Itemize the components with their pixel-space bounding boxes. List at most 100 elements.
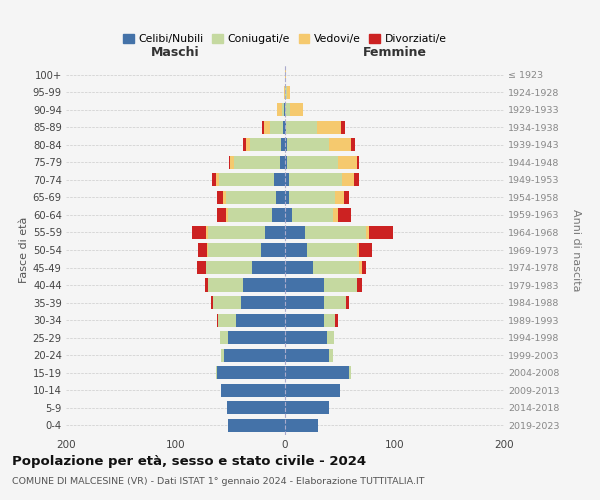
Bar — [285, 384, 340, 397]
Bar — [230, 156, 233, 169]
Bar — [285, 86, 287, 99]
Bar — [218, 314, 236, 326]
Bar — [284, 103, 285, 117]
Bar — [284, 86, 285, 99]
Bar — [265, 226, 285, 239]
Bar — [307, 244, 357, 256]
Bar — [212, 174, 216, 186]
Bar — [357, 278, 362, 291]
Bar — [217, 366, 285, 380]
Bar — [285, 208, 292, 222]
Bar — [223, 191, 226, 204]
Bar — [208, 278, 244, 291]
Bar — [287, 156, 338, 169]
Y-axis label: Anni di nascita: Anni di nascita — [571, 209, 581, 291]
Bar — [317, 120, 341, 134]
Bar — [326, 331, 334, 344]
Bar — [206, 261, 252, 274]
Bar — [276, 191, 285, 204]
Bar — [344, 191, 349, 204]
Bar — [290, 103, 302, 117]
Bar — [325, 314, 335, 326]
Bar — [226, 191, 276, 204]
Bar — [333, 208, 338, 222]
Text: Femmine: Femmine — [362, 46, 427, 59]
Bar — [217, 314, 218, 326]
Bar — [206, 226, 208, 239]
Bar — [357, 156, 359, 169]
Bar — [250, 138, 281, 151]
Bar — [292, 208, 333, 222]
Bar — [325, 296, 346, 309]
Bar — [325, 278, 357, 291]
Bar — [228, 419, 285, 432]
Bar — [285, 103, 290, 117]
Text: COMUNE DI MALCESINE (VR) - Dati ISTAT 1° gennaio 2024 - Elaborazione TUTTITALIA.: COMUNE DI MALCESINE (VR) - Dati ISTAT 1°… — [12, 478, 425, 486]
Bar — [285, 244, 307, 256]
Bar — [280, 156, 285, 169]
Bar — [252, 261, 285, 274]
Bar — [329, 138, 350, 151]
Bar — [285, 156, 287, 169]
Bar — [264, 120, 269, 134]
Bar — [341, 120, 345, 134]
Bar — [217, 191, 223, 204]
Bar — [366, 226, 370, 239]
Bar — [285, 191, 289, 204]
Bar — [205, 278, 208, 291]
Bar — [216, 174, 220, 186]
Bar — [329, 348, 333, 362]
Bar — [229, 156, 230, 169]
Bar — [262, 120, 264, 134]
Bar — [207, 244, 208, 256]
Bar — [305, 226, 366, 239]
Bar — [236, 314, 285, 326]
Bar — [285, 331, 326, 344]
Bar — [285, 419, 318, 432]
Bar — [213, 296, 241, 309]
Bar — [287, 138, 329, 151]
Bar — [338, 156, 357, 169]
Bar — [220, 174, 274, 186]
Bar — [228, 331, 285, 344]
Bar — [346, 296, 349, 309]
Bar — [208, 226, 265, 239]
Bar — [313, 261, 359, 274]
Bar — [285, 296, 325, 309]
Bar — [370, 226, 394, 239]
Bar — [350, 138, 355, 151]
Bar — [281, 138, 285, 151]
Bar — [245, 138, 250, 151]
Bar — [199, 244, 207, 256]
Bar — [217, 208, 226, 222]
Bar — [335, 314, 338, 326]
Bar — [228, 208, 272, 222]
Bar — [354, 174, 359, 186]
Bar — [283, 120, 285, 134]
Bar — [272, 208, 285, 222]
Bar — [285, 278, 325, 291]
Bar — [335, 191, 344, 204]
Bar — [285, 174, 289, 186]
Bar — [224, 348, 285, 362]
Bar — [285, 261, 313, 274]
Bar — [208, 244, 261, 256]
Bar — [349, 366, 350, 380]
Bar — [285, 348, 329, 362]
Bar — [220, 331, 228, 344]
Text: Popolazione per età, sesso e stato civile - 2024: Popolazione per età, sesso e stato civil… — [12, 455, 366, 468]
Bar — [244, 278, 285, 291]
Bar — [285, 120, 286, 134]
Bar — [287, 86, 290, 99]
Bar — [282, 103, 284, 117]
Bar — [277, 103, 282, 117]
Bar — [211, 296, 213, 309]
Bar — [342, 174, 354, 186]
Legend: Celibi/Nubili, Coniugati/e, Vedovi/e, Divorziati/e: Celibi/Nubili, Coniugati/e, Vedovi/e, Di… — [119, 30, 451, 48]
Y-axis label: Fasce di età: Fasce di età — [19, 217, 29, 283]
Bar — [286, 120, 317, 134]
Bar — [289, 191, 335, 204]
Bar — [274, 174, 285, 186]
Bar — [244, 138, 245, 151]
Bar — [357, 244, 359, 256]
